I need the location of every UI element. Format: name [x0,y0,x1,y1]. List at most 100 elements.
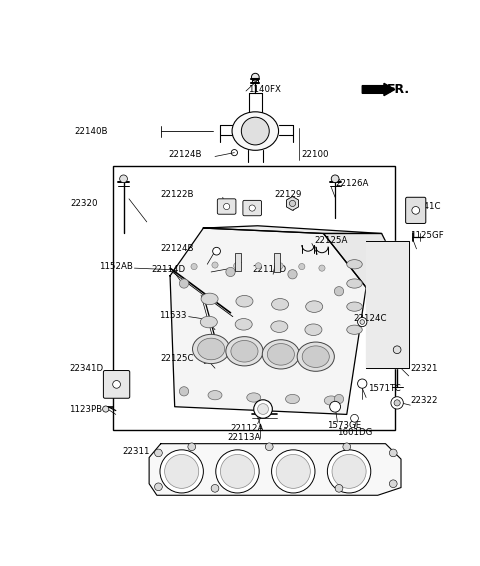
Circle shape [103,406,109,412]
Bar [235,253,241,271]
Circle shape [277,263,283,269]
Text: 22341C: 22341C [407,202,441,211]
Circle shape [332,454,366,488]
Ellipse shape [347,279,362,288]
Text: 1571TC: 1571TC [369,384,401,393]
Circle shape [234,263,240,269]
Ellipse shape [236,295,253,307]
Circle shape [211,484,219,492]
FancyBboxPatch shape [103,371,130,398]
Circle shape [220,454,254,488]
Ellipse shape [297,342,335,371]
Text: FR.: FR. [387,83,410,96]
Text: 22100: 22100 [302,149,329,158]
Circle shape [331,175,339,183]
FancyArrow shape [362,83,395,96]
Circle shape [358,318,367,327]
Polygon shape [170,228,366,414]
Text: 22122B: 22122B [161,190,194,199]
Circle shape [394,400,400,406]
Text: 1152AB: 1152AB [99,262,132,271]
Text: 22129: 22129 [275,190,302,199]
Circle shape [254,400,272,418]
Circle shape [120,175,127,183]
Bar [274,254,280,272]
Circle shape [212,262,218,268]
Circle shape [226,267,235,277]
Ellipse shape [305,324,322,336]
Ellipse shape [200,316,217,328]
Circle shape [335,395,344,404]
Ellipse shape [226,337,263,366]
Ellipse shape [347,325,362,335]
Circle shape [113,380,120,388]
Circle shape [389,449,397,457]
Circle shape [258,404,268,414]
Circle shape [330,401,340,412]
Ellipse shape [286,395,300,404]
Text: 22114D: 22114D [152,265,186,274]
Circle shape [216,450,259,493]
Circle shape [180,387,189,396]
Circle shape [180,279,189,288]
Text: 22322: 22322 [410,396,438,405]
Text: 22320: 22320 [71,199,98,208]
Ellipse shape [302,346,329,367]
Text: 22311: 22311 [122,447,149,456]
Text: 22125C: 22125C [161,354,194,363]
Ellipse shape [208,391,222,400]
Circle shape [412,207,420,214]
Text: 1573GE: 1573GE [327,421,361,430]
Ellipse shape [231,341,258,362]
Text: 22124B: 22124B [161,243,194,252]
Text: 1140FX: 1140FX [248,85,281,94]
Circle shape [265,443,273,451]
Circle shape [350,414,359,422]
Circle shape [255,263,262,269]
Bar [113,166,395,430]
Text: 11533: 11533 [159,311,187,320]
Circle shape [155,449,162,457]
Circle shape [155,483,162,491]
Circle shape [231,149,238,156]
Text: 22112A: 22112A [230,424,264,433]
Ellipse shape [201,293,218,305]
Text: 22114D: 22114D [252,265,287,274]
Circle shape [393,346,401,354]
Ellipse shape [267,344,294,365]
Circle shape [272,450,315,493]
Circle shape [165,454,199,488]
Ellipse shape [232,112,278,151]
Ellipse shape [262,340,300,369]
Circle shape [276,454,311,488]
Text: 22321: 22321 [410,364,438,373]
FancyBboxPatch shape [243,200,262,216]
Ellipse shape [347,302,362,311]
Text: 22113A: 22113A [228,433,261,442]
Ellipse shape [272,298,288,310]
FancyBboxPatch shape [217,199,236,214]
Text: 22124C: 22124C [353,314,386,323]
Polygon shape [366,241,409,368]
Circle shape [299,264,305,269]
Text: 22126A: 22126A [335,179,369,188]
Ellipse shape [324,396,338,405]
Circle shape [358,379,367,388]
Text: 1123PB: 1123PB [69,405,102,414]
Circle shape [252,74,259,81]
Text: 1125GF: 1125GF [410,231,444,241]
Ellipse shape [347,260,362,269]
Circle shape [391,397,403,409]
Polygon shape [149,444,401,495]
Circle shape [343,443,350,451]
Polygon shape [324,233,409,288]
Circle shape [360,320,365,324]
Circle shape [389,480,397,487]
Ellipse shape [247,393,261,402]
Circle shape [249,205,255,211]
Circle shape [213,247,220,255]
Circle shape [241,117,269,145]
Circle shape [335,484,343,492]
Circle shape [335,286,344,296]
FancyBboxPatch shape [406,198,426,224]
